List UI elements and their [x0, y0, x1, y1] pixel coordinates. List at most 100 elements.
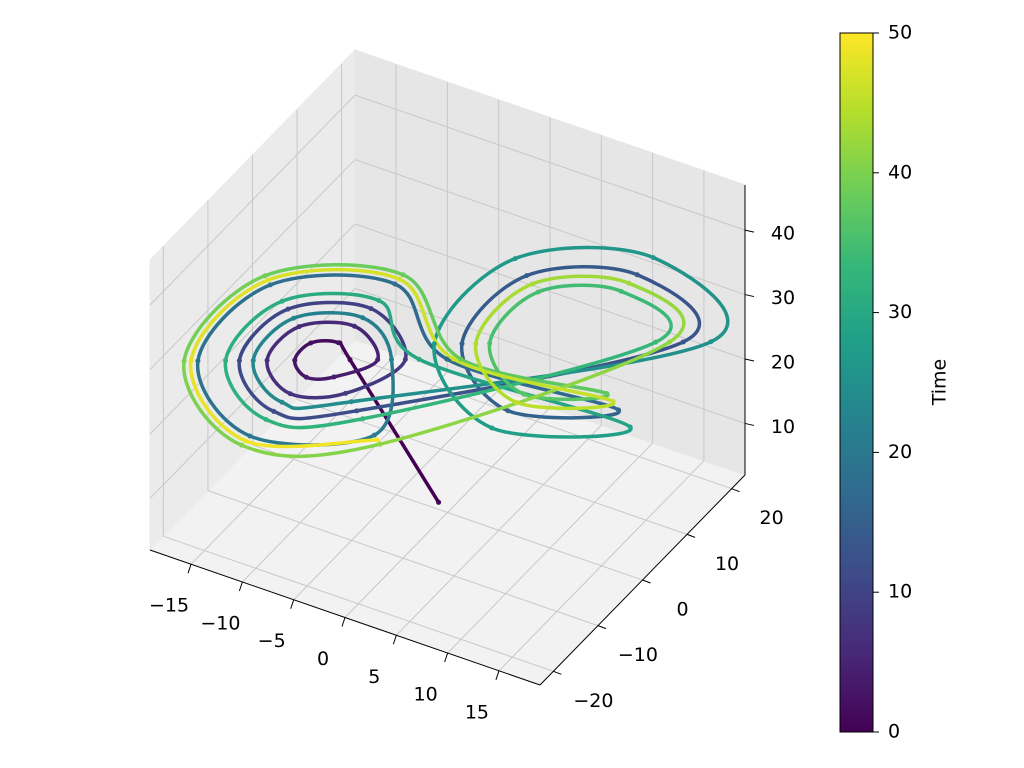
trajectory-segment [288, 391, 348, 400]
point [451, 356, 457, 362]
point [303, 374, 309, 380]
grid [149, 63, 746, 672]
point [529, 281, 535, 287]
x-tick [495, 670, 500, 680]
trajectory-segment [237, 358, 276, 414]
trajectory-segment [263, 262, 405, 278]
point [247, 433, 253, 439]
point [535, 289, 541, 295]
trajectory-segment [536, 283, 623, 294]
colorbar [839, 32, 874, 733]
point [267, 282, 273, 288]
point [458, 356, 464, 362]
trajectory-segment [182, 359, 244, 447]
trajectory-segment [360, 315, 394, 362]
trajectory-segment [473, 341, 518, 405]
trajectory-segment [272, 409, 359, 421]
trajectory-segment [265, 358, 293, 396]
point [402, 356, 408, 362]
y-grid-line [296, 398, 688, 535]
trajectory-segment [195, 359, 252, 438]
point [265, 277, 271, 283]
point [292, 357, 298, 363]
point [400, 272, 406, 278]
point [296, 324, 302, 330]
trajectory-segment [474, 282, 534, 346]
point [368, 306, 374, 312]
trajectory-segment [266, 267, 401, 282]
trajectory-segment [280, 291, 381, 303]
trajectory-segment [530, 274, 631, 286]
point [223, 358, 229, 364]
point [708, 339, 714, 345]
trajectory-segment [635, 273, 702, 344]
x-tick [290, 599, 295, 609]
point [308, 340, 314, 346]
point [371, 432, 377, 438]
point [285, 306, 291, 312]
point [348, 399, 354, 405]
y-tick-label: 20 [760, 507, 784, 529]
x-tick [444, 652, 449, 663]
trajectory-segment [460, 273, 529, 346]
trajectory-segment [332, 357, 380, 379]
colorbar-tick-label: 40 [888, 161, 912, 183]
point [263, 416, 269, 422]
point [431, 341, 437, 347]
trajectory-segment [506, 408, 621, 420]
point [505, 408, 511, 414]
x-tick-label: −15 [149, 595, 189, 617]
trajectory-segment [432, 256, 517, 346]
z-grid-line [354, 94, 746, 231]
y-tick [731, 488, 740, 493]
y-tick [597, 625, 607, 630]
point [291, 315, 297, 321]
colorbar-tick-label: 30 [888, 301, 912, 323]
x-tick [392, 635, 397, 645]
trajectory-segment [239, 442, 382, 459]
trajectory-segment [458, 357, 609, 396]
point [243, 438, 249, 444]
colorbar-label: Time [929, 359, 951, 407]
z-tick [744, 294, 755, 298]
point [634, 272, 640, 278]
trajectory-segment [361, 340, 658, 421]
y-tick [553, 670, 562, 675]
z-tick [744, 422, 755, 426]
trajectory-segment [291, 311, 365, 320]
point [374, 437, 380, 443]
point [396, 276, 402, 282]
point [473, 340, 479, 346]
y-tick [642, 579, 651, 584]
trajectory-segment [377, 298, 421, 362]
trajectory-segment [487, 290, 541, 346]
y-tick-label: 0 [676, 599, 688, 621]
colorbar-tick-label: 50 [888, 22, 912, 44]
x-tick-label: −5 [258, 630, 286, 652]
trajectory-segment [432, 342, 494, 430]
trajectory-segment [460, 341, 510, 413]
point [680, 339, 686, 345]
point [459, 341, 465, 347]
trajectory-segment [627, 281, 686, 344]
y-grid-line [341, 353, 732, 490]
y-tick [686, 533, 696, 538]
trajectory-segment [188, 359, 248, 443]
trajectory-segment [268, 273, 397, 287]
point [279, 399, 285, 405]
trajectory-segment [196, 283, 273, 363]
point [666, 339, 672, 345]
trajectory-segment [251, 316, 296, 363]
y-grid-line [163, 535, 554, 672]
trajectory-segment [243, 438, 379, 449]
trajectory-segment [182, 274, 267, 363]
z-grid-line [149, 223, 356, 435]
point [331, 374, 337, 380]
point [521, 391, 527, 397]
point [181, 358, 187, 364]
x-tick [187, 564, 192, 574]
point [351, 323, 357, 329]
x-tick [341, 617, 346, 627]
trajectory-segment [265, 324, 301, 363]
z-tick [744, 358, 755, 362]
